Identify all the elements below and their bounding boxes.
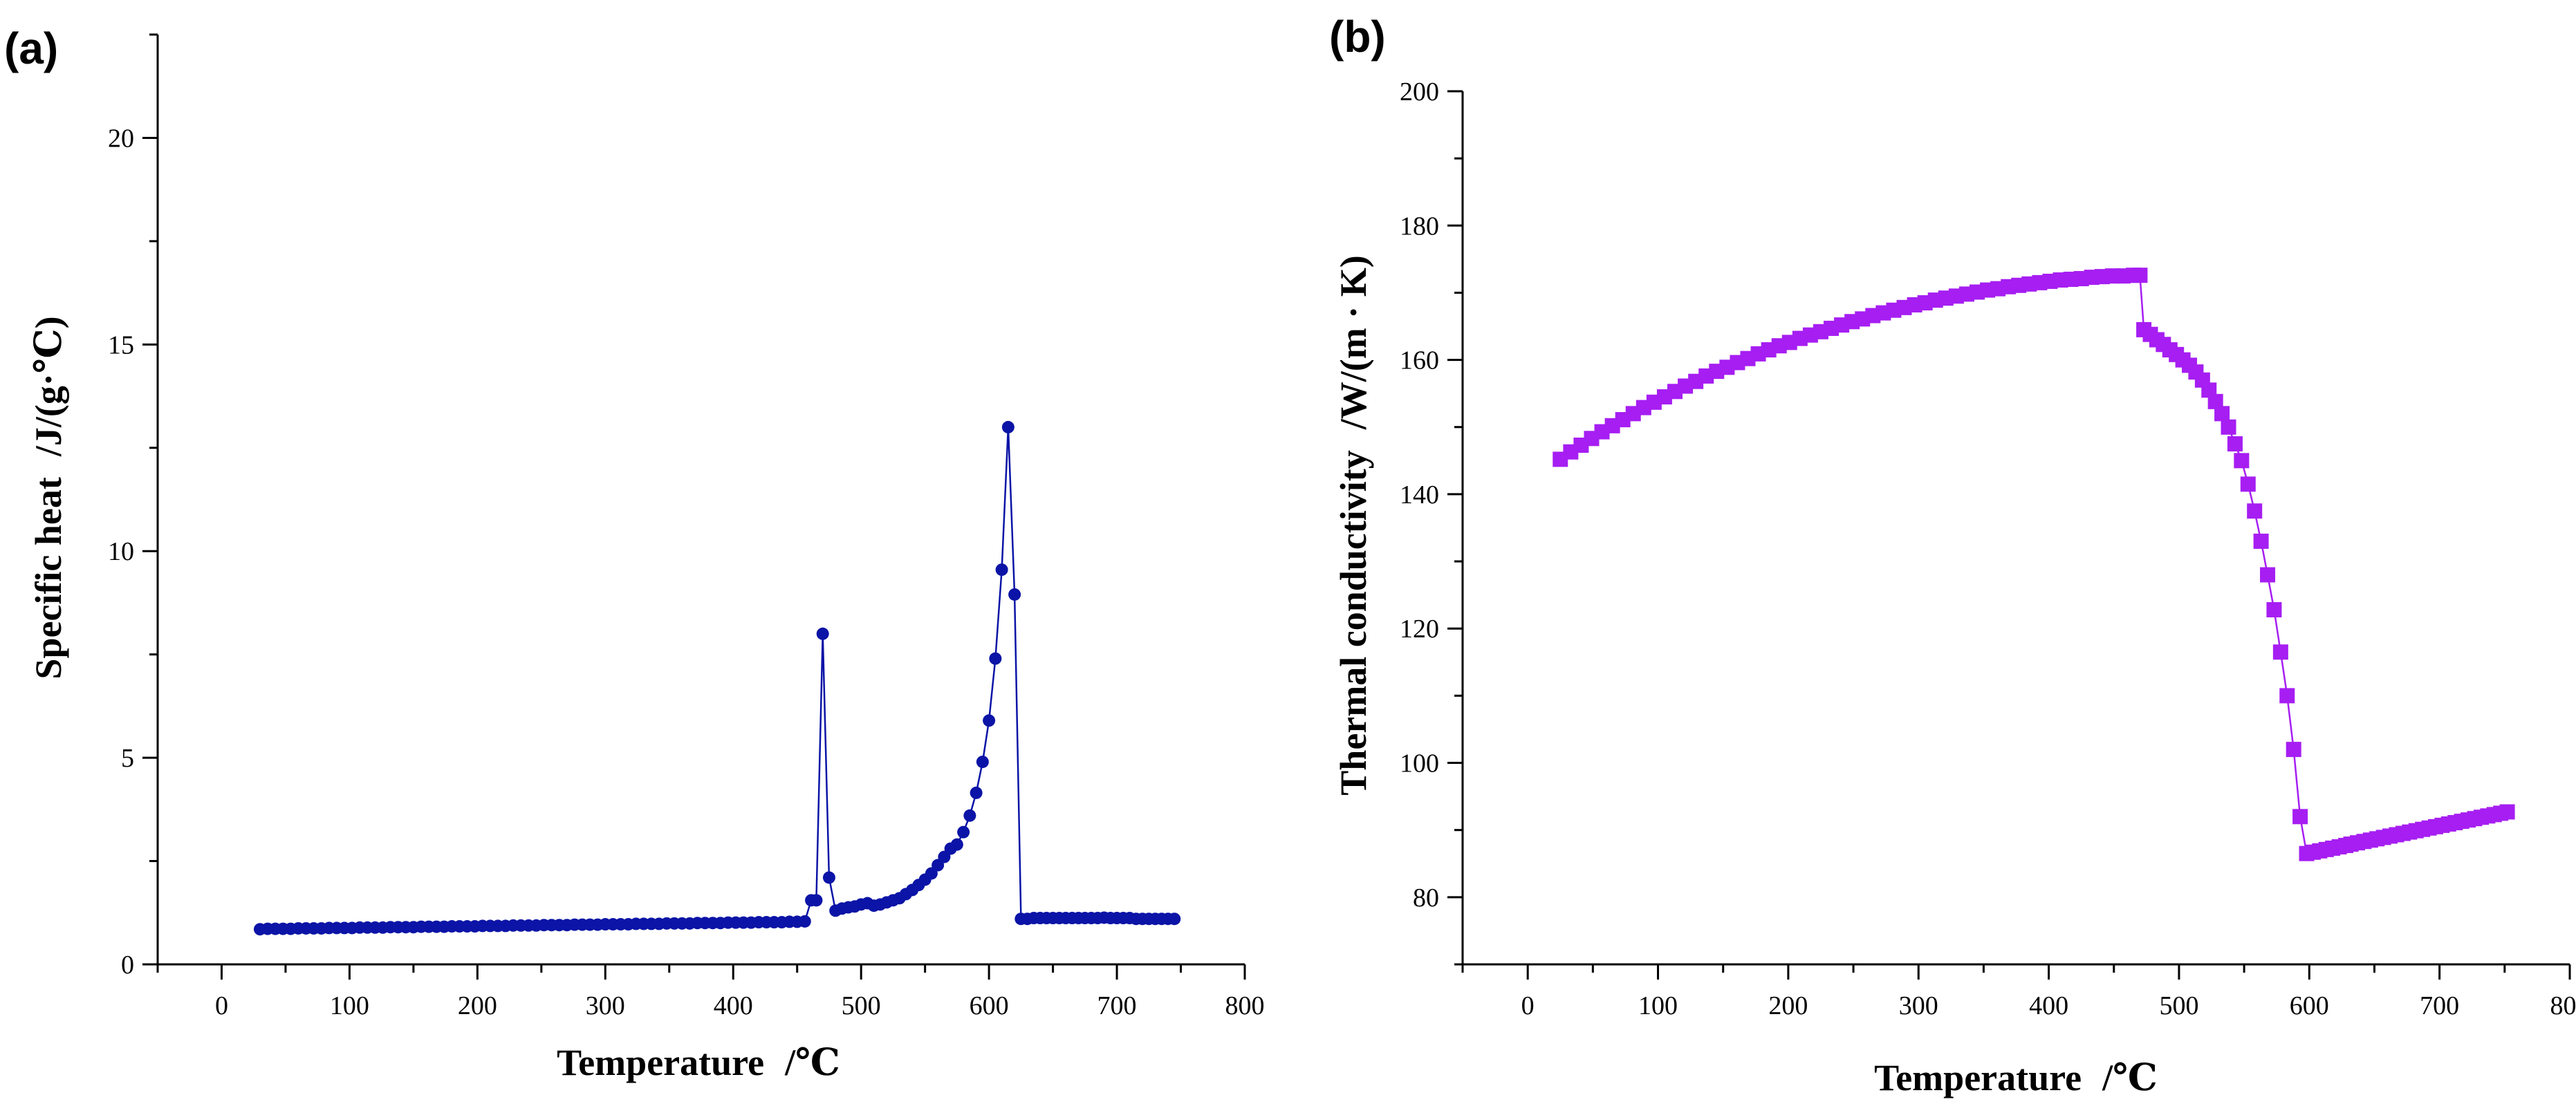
y-tick-label: 15 [108, 330, 134, 359]
y-axis-label: Thermal conductivity [1333, 450, 1374, 795]
data-point [963, 809, 976, 822]
data-point [2266, 602, 2282, 618]
data-point [2227, 436, 2243, 452]
data-point [957, 825, 970, 839]
y-tick-label: 180 [1400, 212, 1439, 241]
x-tick-label: 300 [1899, 991, 1938, 1020]
data-point [2201, 382, 2217, 398]
series-line [1559, 274, 2508, 855]
data-point [950, 838, 963, 851]
y-tick-label: 80 [1413, 883, 1439, 913]
data-point [2499, 804, 2515, 820]
data-point [822, 871, 835, 884]
data-point [1001, 420, 1014, 433]
panel-label: (a) [4, 24, 58, 73]
y-tick-label: 160 [1400, 346, 1439, 375]
data-point [816, 627, 829, 640]
x-tick-label: 700 [1097, 991, 1137, 1020]
y-axis-unit: /W/(m · K) [1333, 255, 1374, 430]
x-tick-label: 800 [2550, 991, 2576, 1020]
data-point [2292, 809, 2308, 825]
series-line [259, 427, 1175, 930]
y-tick-label: 140 [1400, 480, 1439, 509]
x-tick-label: 500 [2159, 991, 2198, 1020]
chart-panel-a: (a) 0 100 200 300 400 500 600 700 800 0 5 10 15 20 Temp… [4, 24, 1265, 1083]
y-tick-label: 5 [121, 744, 134, 773]
data-point [976, 756, 989, 769]
x-axis-unit: /℃ [2102, 1057, 2158, 1098]
y-tick-label: 200 [1400, 77, 1439, 106]
x-tick-label: 600 [970, 991, 1009, 1020]
data-point [970, 786, 983, 799]
data-point [2240, 476, 2256, 492]
y-axis-label: Specific heat [28, 477, 69, 679]
data-point [2234, 453, 2250, 469]
y-tick-label: 0 [121, 951, 134, 980]
data-point [2260, 567, 2276, 583]
x-tick-label: 700 [2420, 991, 2459, 1020]
data-point [2286, 742, 2301, 758]
data-point [798, 915, 811, 928]
x-tick-label: 500 [842, 991, 881, 1020]
x-tick-label: 200 [458, 991, 497, 1020]
y-axis-unit: /J/(g·℃) [28, 316, 69, 457]
data-point [2221, 419, 2236, 435]
x-tick-label: 200 [1768, 991, 1808, 1020]
x-axis-label: Temperature [1874, 1057, 2082, 1098]
data-point [2214, 406, 2230, 422]
y-tick-label: 100 [1400, 749, 1439, 778]
data-point [1008, 588, 1021, 601]
data-point [989, 652, 1002, 665]
y-tick-label: 20 [108, 124, 134, 153]
data-point [1168, 913, 1181, 926]
data-point [2279, 688, 2295, 704]
x-tick-label: 300 [586, 991, 625, 1020]
x-tick-label: 800 [1225, 991, 1265, 1020]
y-axis-title: Thermal conductivity/W/(m · K) [1333, 255, 1374, 795]
x-axis-label: Temperature [557, 1042, 764, 1083]
y-axis-title: Specific heat/J/(g·℃) [28, 316, 69, 679]
x-tick-label: 100 [330, 991, 369, 1020]
y-tick-label: 10 [108, 537, 134, 566]
x-tick-label: 0 [215, 991, 228, 1020]
panel-label: (b) [1329, 12, 1386, 62]
x-axis-unit: /℃ [784, 1042, 840, 1083]
x-tick-label: 400 [714, 991, 753, 1020]
data-point [2272, 644, 2288, 660]
data-point [995, 563, 1008, 577]
data-point [2253, 533, 2269, 549]
x-tick-label: 400 [2029, 991, 2068, 1020]
x-tick-label: 100 [1638, 991, 1678, 1020]
chart-panel-b: (b) 0 100 200 300 400 500 600 700 800 80 100 120 140 1… [1329, 12, 2576, 1098]
data-point [983, 714, 996, 727]
x-tick-label: 0 [1521, 991, 1535, 1020]
x-tick-label: 600 [2290, 991, 2329, 1020]
data-point [810, 894, 823, 907]
x-axis-title: Temperature /℃ [1874, 1057, 2158, 1098]
data-point [2247, 503, 2263, 519]
data-point [2207, 393, 2223, 409]
y-tick-label: 120 [1400, 615, 1439, 644]
data-point [2132, 268, 2148, 283]
x-axis-title: Temperature /℃ [557, 1042, 840, 1083]
